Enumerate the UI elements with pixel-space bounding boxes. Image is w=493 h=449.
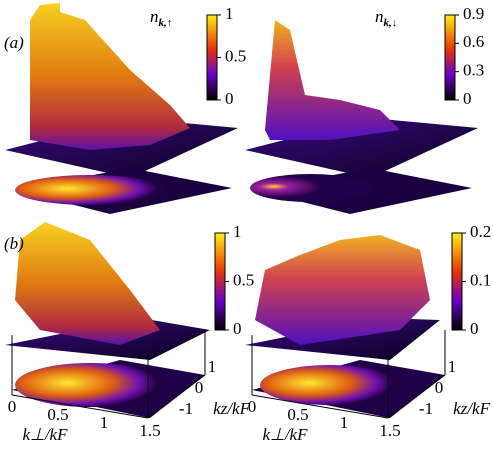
y-tick-label: 1 (448, 357, 457, 376)
title-subscript: k,↓ (384, 17, 398, 29)
x-tick-label: 1 (340, 413, 349, 432)
colorbar-tick-label: 0.5 (233, 270, 254, 289)
y-tick-label: 0 (195, 378, 204, 397)
panel-label: (a) (4, 33, 24, 52)
y-tick-label: -1 (179, 399, 193, 418)
colorbar-tick-label: 1 (233, 222, 242, 241)
x-tick-label: 0 (8, 397, 17, 416)
surface (5, 3, 238, 214)
colorbar-tick-label: 0 (463, 89, 472, 108)
surface (245, 20, 478, 214)
colorbar-tick-label: 0 (470, 319, 479, 338)
colorbar-tick-label: 0.6 (463, 32, 484, 51)
x-axis-label: k⊥/kF (22, 425, 68, 444)
title-subscript: k,↑ (159, 17, 173, 29)
surface (245, 235, 446, 419)
y-axis-label: kz/kF (453, 399, 490, 418)
y-tick-label: 1 (208, 357, 217, 376)
panel-title: nk,↓ (375, 7, 397, 29)
y-tick-label: 0 (435, 378, 444, 397)
colorbar-tick-label: 0.1 (470, 270, 491, 289)
colorbar-tick-label: 0 (233, 319, 242, 338)
colorbar-tick-label: 0.3 (463, 61, 484, 80)
x-tick-label: 1.5 (139, 421, 160, 440)
colorbar (206, 14, 218, 101)
x-tick-label: 0.5 (287, 405, 308, 424)
colorbar-tick-label: 0 (225, 89, 234, 108)
colorbar (444, 14, 456, 101)
title-symbol: n (375, 7, 384, 26)
x-tick-label: 1 (100, 413, 109, 432)
y-axis-label: kz/kF (213, 399, 250, 418)
x-axis-label: k⊥/kF (262, 425, 308, 444)
colorbar (214, 232, 226, 331)
colorbar-tick-label: 0.2 (470, 222, 491, 241)
panel-label: (b) (4, 234, 24, 253)
panel-title: nk,↑ (150, 7, 172, 29)
title-symbol: n (150, 7, 159, 26)
colorbar-tick-label: 0.9 (463, 4, 484, 23)
x-tick-label: 1.5 (379, 421, 400, 440)
x-tick-label: 0 (248, 397, 257, 416)
colorbar-tick-label: 1 (225, 4, 234, 23)
colorbar-tick-label: 0.5 (225, 46, 246, 65)
y-tick-label: -1 (419, 399, 433, 418)
surface (5, 222, 210, 419)
x-tick-label: 0.5 (47, 405, 68, 424)
colorbar (451, 232, 463, 331)
